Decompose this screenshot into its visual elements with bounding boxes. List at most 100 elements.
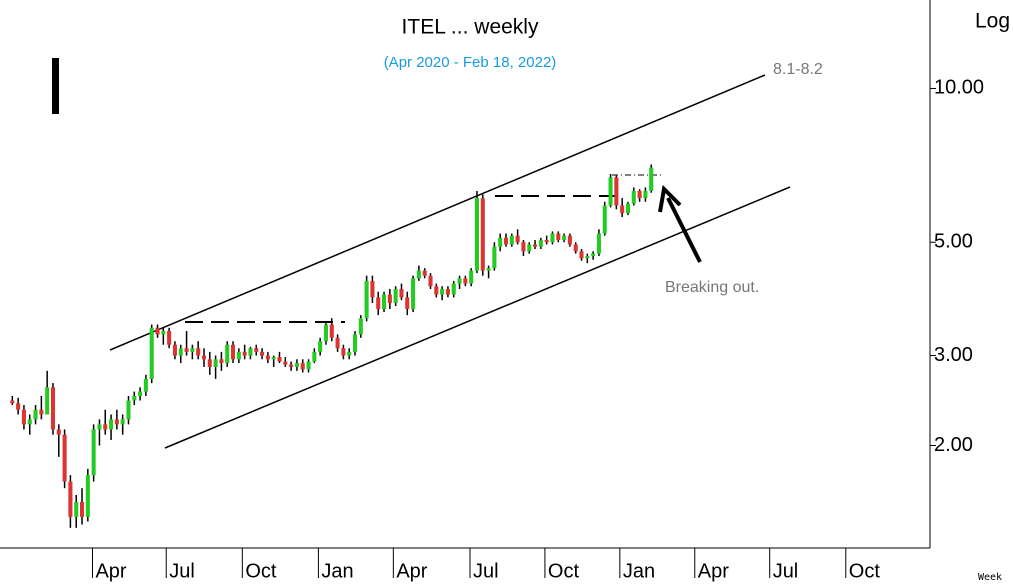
candle-body — [149, 327, 154, 379]
candle-body — [201, 355, 207, 360]
candle-body — [265, 355, 270, 360]
y-tick-label: 3.00 — [934, 344, 973, 366]
candle-body — [62, 434, 67, 482]
candle-body — [643, 190, 648, 199]
candle-body — [283, 361, 288, 365]
candle-body — [74, 502, 79, 517]
candle-body — [480, 198, 485, 271]
candle-body — [219, 359, 224, 364]
candle-body — [213, 359, 218, 367]
candle-body — [161, 331, 166, 335]
candle-body — [533, 244, 538, 247]
candle-body — [637, 190, 642, 199]
candle-body — [544, 240, 549, 243]
candle-body — [428, 275, 433, 287]
candle-body — [323, 324, 328, 342]
x-tick-label: Apr — [396, 560, 427, 582]
candle-body — [457, 278, 462, 284]
candle-body — [190, 348, 195, 352]
candle-body — [329, 324, 334, 338]
candle-body — [567, 235, 572, 245]
candle-body — [556, 233, 561, 241]
chart-title: ITEL ... weekly — [402, 16, 539, 39]
candle-body — [486, 268, 491, 271]
candle-body — [503, 237, 509, 245]
candle-body — [387, 294, 392, 304]
y-tick-label: 2.00 — [934, 434, 973, 456]
candle-body — [608, 177, 613, 206]
candle-body — [625, 203, 631, 214]
candle-body — [440, 288, 445, 295]
candle-body — [184, 348, 189, 352]
candle-body — [120, 419, 125, 425]
candle-body — [312, 351, 317, 362]
annotation: Breaking out. — [665, 279, 759, 296]
candle-body — [167, 331, 172, 345]
candle-body — [445, 288, 450, 295]
candle-body — [45, 387, 50, 415]
candle-body — [550, 233, 555, 243]
candle-body — [33, 409, 38, 420]
candle-body — [376, 297, 381, 310]
candle-body — [399, 288, 404, 298]
x-tick-label: Jan — [623, 560, 655, 582]
candle-body — [16, 403, 21, 410]
candle-body — [97, 424, 102, 430]
x-tick-label: Apr — [95, 560, 126, 582]
annotation: 8.1-8.2 — [773, 61, 823, 78]
candle-body — [172, 344, 177, 356]
candle-body — [562, 235, 567, 241]
candle-body — [56, 429, 61, 435]
candle-body — [230, 344, 236, 360]
candle-body — [242, 351, 247, 356]
candle-body — [451, 283, 456, 295]
candle-body — [143, 378, 148, 392]
candle-body — [463, 278, 468, 284]
arrow-shaft — [666, 197, 702, 263]
scale-label: Log — [975, 10, 1010, 33]
candle-body — [271, 357, 276, 360]
candle-body — [138, 391, 143, 396]
x-tick-label: Jul — [169, 560, 195, 582]
candle-body — [492, 246, 497, 269]
candle-body — [260, 351, 265, 356]
x-tick-label: Jul — [773, 560, 799, 582]
candle-body — [538, 240, 543, 247]
candle-body — [370, 280, 375, 298]
candle-body — [277, 357, 282, 362]
candle-body — [347, 351, 352, 356]
candle-body — [469, 270, 474, 284]
candle-body — [620, 205, 625, 214]
candle-body — [27, 419, 32, 425]
x-tick-label: Jan — [321, 560, 353, 582]
candle-body — [591, 253, 596, 256]
candle-body — [585, 255, 590, 259]
candle-body — [364, 280, 369, 319]
candle-body — [335, 337, 340, 349]
candle-body — [602, 205, 607, 234]
x-tick-label: Apr — [698, 560, 729, 582]
candle-body — [509, 235, 514, 245]
arrow-head — [658, 184, 682, 213]
candle-body — [50, 387, 56, 430]
candle-body — [382, 294, 387, 310]
candle-body — [91, 429, 96, 476]
candle-body — [614, 177, 619, 206]
candle-body — [422, 270, 427, 276]
candle-body — [248, 348, 253, 356]
candle-body — [579, 251, 584, 259]
candle-body — [521, 242, 526, 252]
candle-body — [294, 363, 299, 367]
x-tick-label: Oct — [548, 560, 580, 582]
candle-body — [207, 359, 212, 367]
candle-body — [79, 502, 85, 517]
candle-body — [405, 297, 410, 310]
candle-body — [498, 237, 503, 247]
candle-body — [178, 348, 183, 356]
candle-body — [21, 409, 26, 425]
candle-body — [39, 409, 44, 415]
candle-body — [300, 363, 305, 370]
candle-body — [103, 424, 108, 430]
